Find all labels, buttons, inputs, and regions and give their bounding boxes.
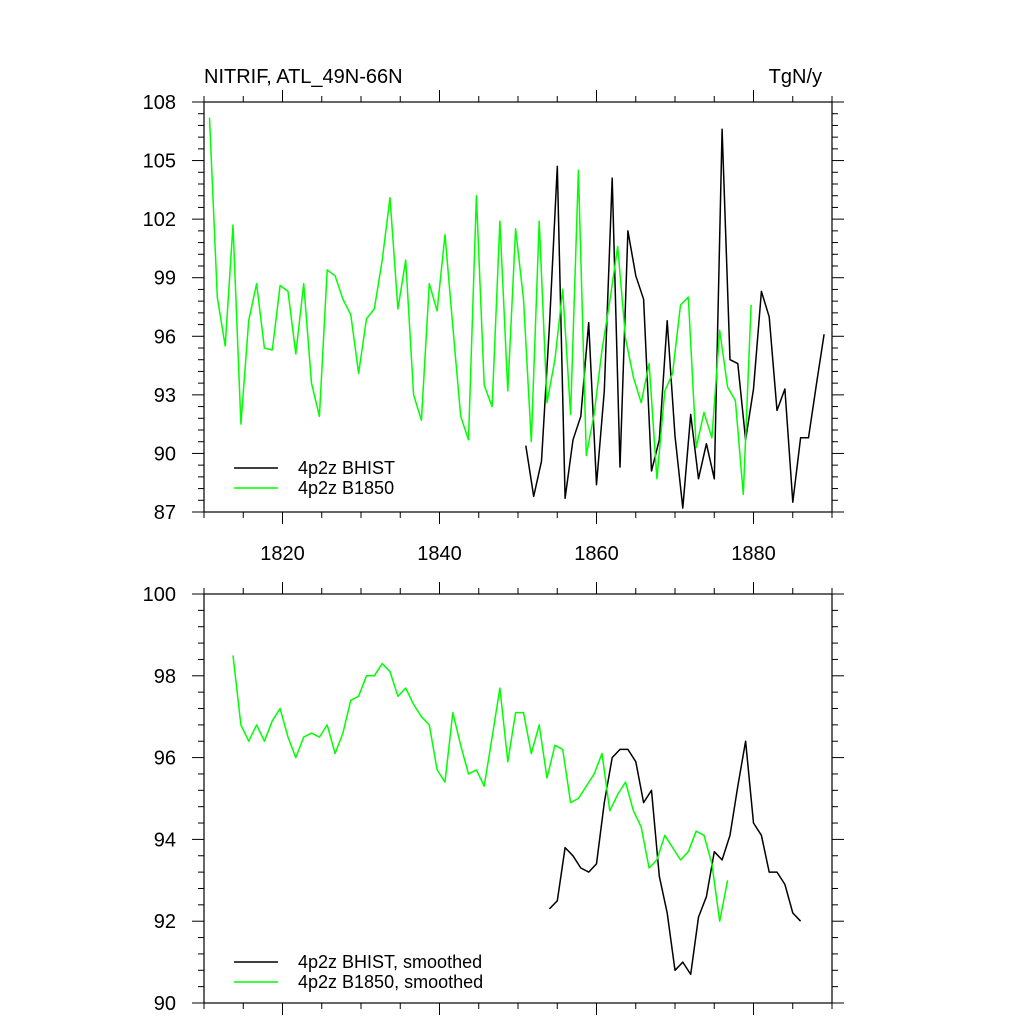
x-tick-label: 1860 (574, 543, 619, 565)
y-tick-label: 96 (154, 748, 176, 770)
y-tick-label: 93 (154, 385, 176, 407)
plot-frame (203, 593, 833, 1004)
legend-label: 4p2z B1850 (298, 478, 394, 498)
y-tick-label: 90 (154, 443, 176, 465)
y-tick-label: 102 (143, 209, 176, 231)
x-tick-label: 1820 (260, 543, 305, 565)
y-tick-label: 98 (154, 666, 176, 688)
x-tick-label: 1880 (731, 543, 776, 565)
series-line-1 (232, 655, 729, 922)
x-tick-label: 1840 (417, 543, 462, 565)
chart-title: NITRIF, ATL_49N-66N (204, 66, 403, 88)
y-tick-label: 92 (154, 911, 176, 933)
series-line-0 (525, 128, 825, 509)
chart-units: TgN/y (769, 66, 822, 88)
y-tick-label: 99 (154, 268, 176, 290)
y-tick-label: 105 (143, 151, 176, 173)
legend-label: 4p2z B1850, smoothed (298, 972, 483, 992)
y-tick-label: 100 (143, 584, 176, 606)
y-tick-label: 94 (154, 829, 176, 851)
y-tick-label: 90 (154, 993, 176, 1015)
legend-label: 4p2z BHIST (298, 458, 395, 478)
series-line-1 (208, 117, 752, 496)
series-line-0 (548, 740, 802, 976)
plot-frame (203, 101, 833, 513)
y-tick-label: 108 (143, 92, 176, 114)
y-tick-label: 87 (154, 502, 176, 524)
top-panel: 1820 1840 1860 1880 87 90 93 96 99 102 105 108 4p2z … (143, 90, 844, 565)
legend-label: 4p2z BHIST, smoothed (298, 952, 482, 972)
y-tick-label: 96 (154, 326, 176, 348)
